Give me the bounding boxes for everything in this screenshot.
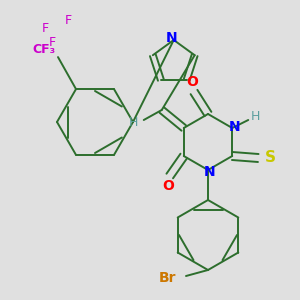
Text: F: F: [64, 14, 72, 26]
Text: N: N: [204, 165, 216, 179]
Text: H: H: [129, 116, 138, 128]
Text: N: N: [228, 120, 240, 134]
Text: F: F: [41, 22, 49, 34]
Text: F: F: [48, 35, 56, 49]
Text: H: H: [250, 110, 260, 124]
Text: O: O: [162, 179, 174, 193]
Text: N: N: [166, 31, 178, 45]
Text: Br: Br: [159, 271, 177, 285]
Text: O: O: [186, 75, 198, 89]
Text: CF₃: CF₃: [32, 43, 56, 56]
Text: S: S: [265, 151, 276, 166]
